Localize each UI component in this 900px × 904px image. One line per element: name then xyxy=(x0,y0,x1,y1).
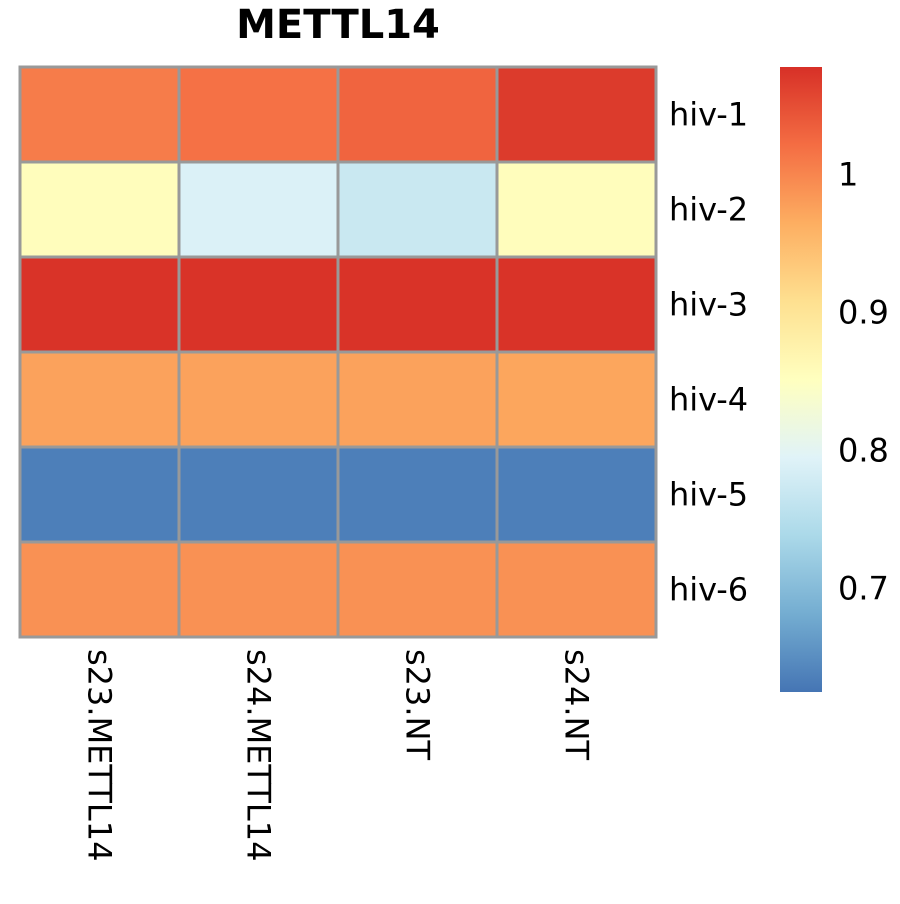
heatmap-cell xyxy=(177,160,340,259)
colorbar-tick-label: 0.9 xyxy=(838,294,889,332)
heatmap-cell xyxy=(177,255,340,354)
heatmap-cells xyxy=(18,65,658,639)
heatmap-cell xyxy=(18,350,181,449)
heatmap-cell xyxy=(495,65,658,164)
heatmap-cell xyxy=(177,65,340,164)
heatmap-cell xyxy=(336,350,499,449)
heatmap-cell xyxy=(336,160,499,259)
heatmap-cell xyxy=(336,65,499,164)
row-label: hiv-2 xyxy=(669,191,748,229)
heatmap-cell xyxy=(177,540,340,639)
column-label: s23.METTL14 xyxy=(81,649,119,861)
heatmap-cell xyxy=(495,540,658,639)
column-label: s23.NT xyxy=(399,649,437,761)
colorbar-gradient xyxy=(780,67,822,692)
row-label: hiv-1 xyxy=(669,96,748,134)
row-labels: hiv-1 hiv-2 hiv-3 hiv-4 hiv-5 hiv-6 xyxy=(669,96,748,609)
heatmap-cell xyxy=(18,445,181,544)
colorbar: 0.7 0.8 0.9 1 xyxy=(780,67,889,692)
heatmap-cell xyxy=(18,65,181,164)
heatmap-cell xyxy=(18,160,181,259)
row-label: hiv-6 xyxy=(669,571,748,609)
colorbar-tick-label: 1 xyxy=(838,156,858,194)
heatmap-cell xyxy=(495,160,658,259)
column-label: s24.METTL14 xyxy=(240,649,278,861)
heatmap-cell xyxy=(495,445,658,544)
heatmap-cell xyxy=(177,350,340,449)
row-label: hiv-5 xyxy=(669,476,748,514)
colorbar-tick-label: 0.8 xyxy=(838,432,889,470)
heatmap-cell xyxy=(177,445,340,544)
column-labels: s23.METTL14 s24.METTL14 s23.NT s24.NT xyxy=(81,649,596,861)
row-label: hiv-3 xyxy=(669,286,748,324)
heatmap-cell xyxy=(495,255,658,354)
heatmap-cell xyxy=(18,255,181,354)
heatmap-cell xyxy=(495,350,658,449)
column-label: s24.NT xyxy=(558,649,596,761)
row-label: hiv-4 xyxy=(669,381,748,419)
heatmap-cell xyxy=(336,445,499,544)
heatmap-cell xyxy=(336,540,499,639)
colorbar-tick-label: 0.7 xyxy=(838,570,889,608)
heatmap-cell xyxy=(18,540,181,639)
heatmap-cell xyxy=(336,255,499,354)
chart-title: METTL14 xyxy=(236,2,440,48)
